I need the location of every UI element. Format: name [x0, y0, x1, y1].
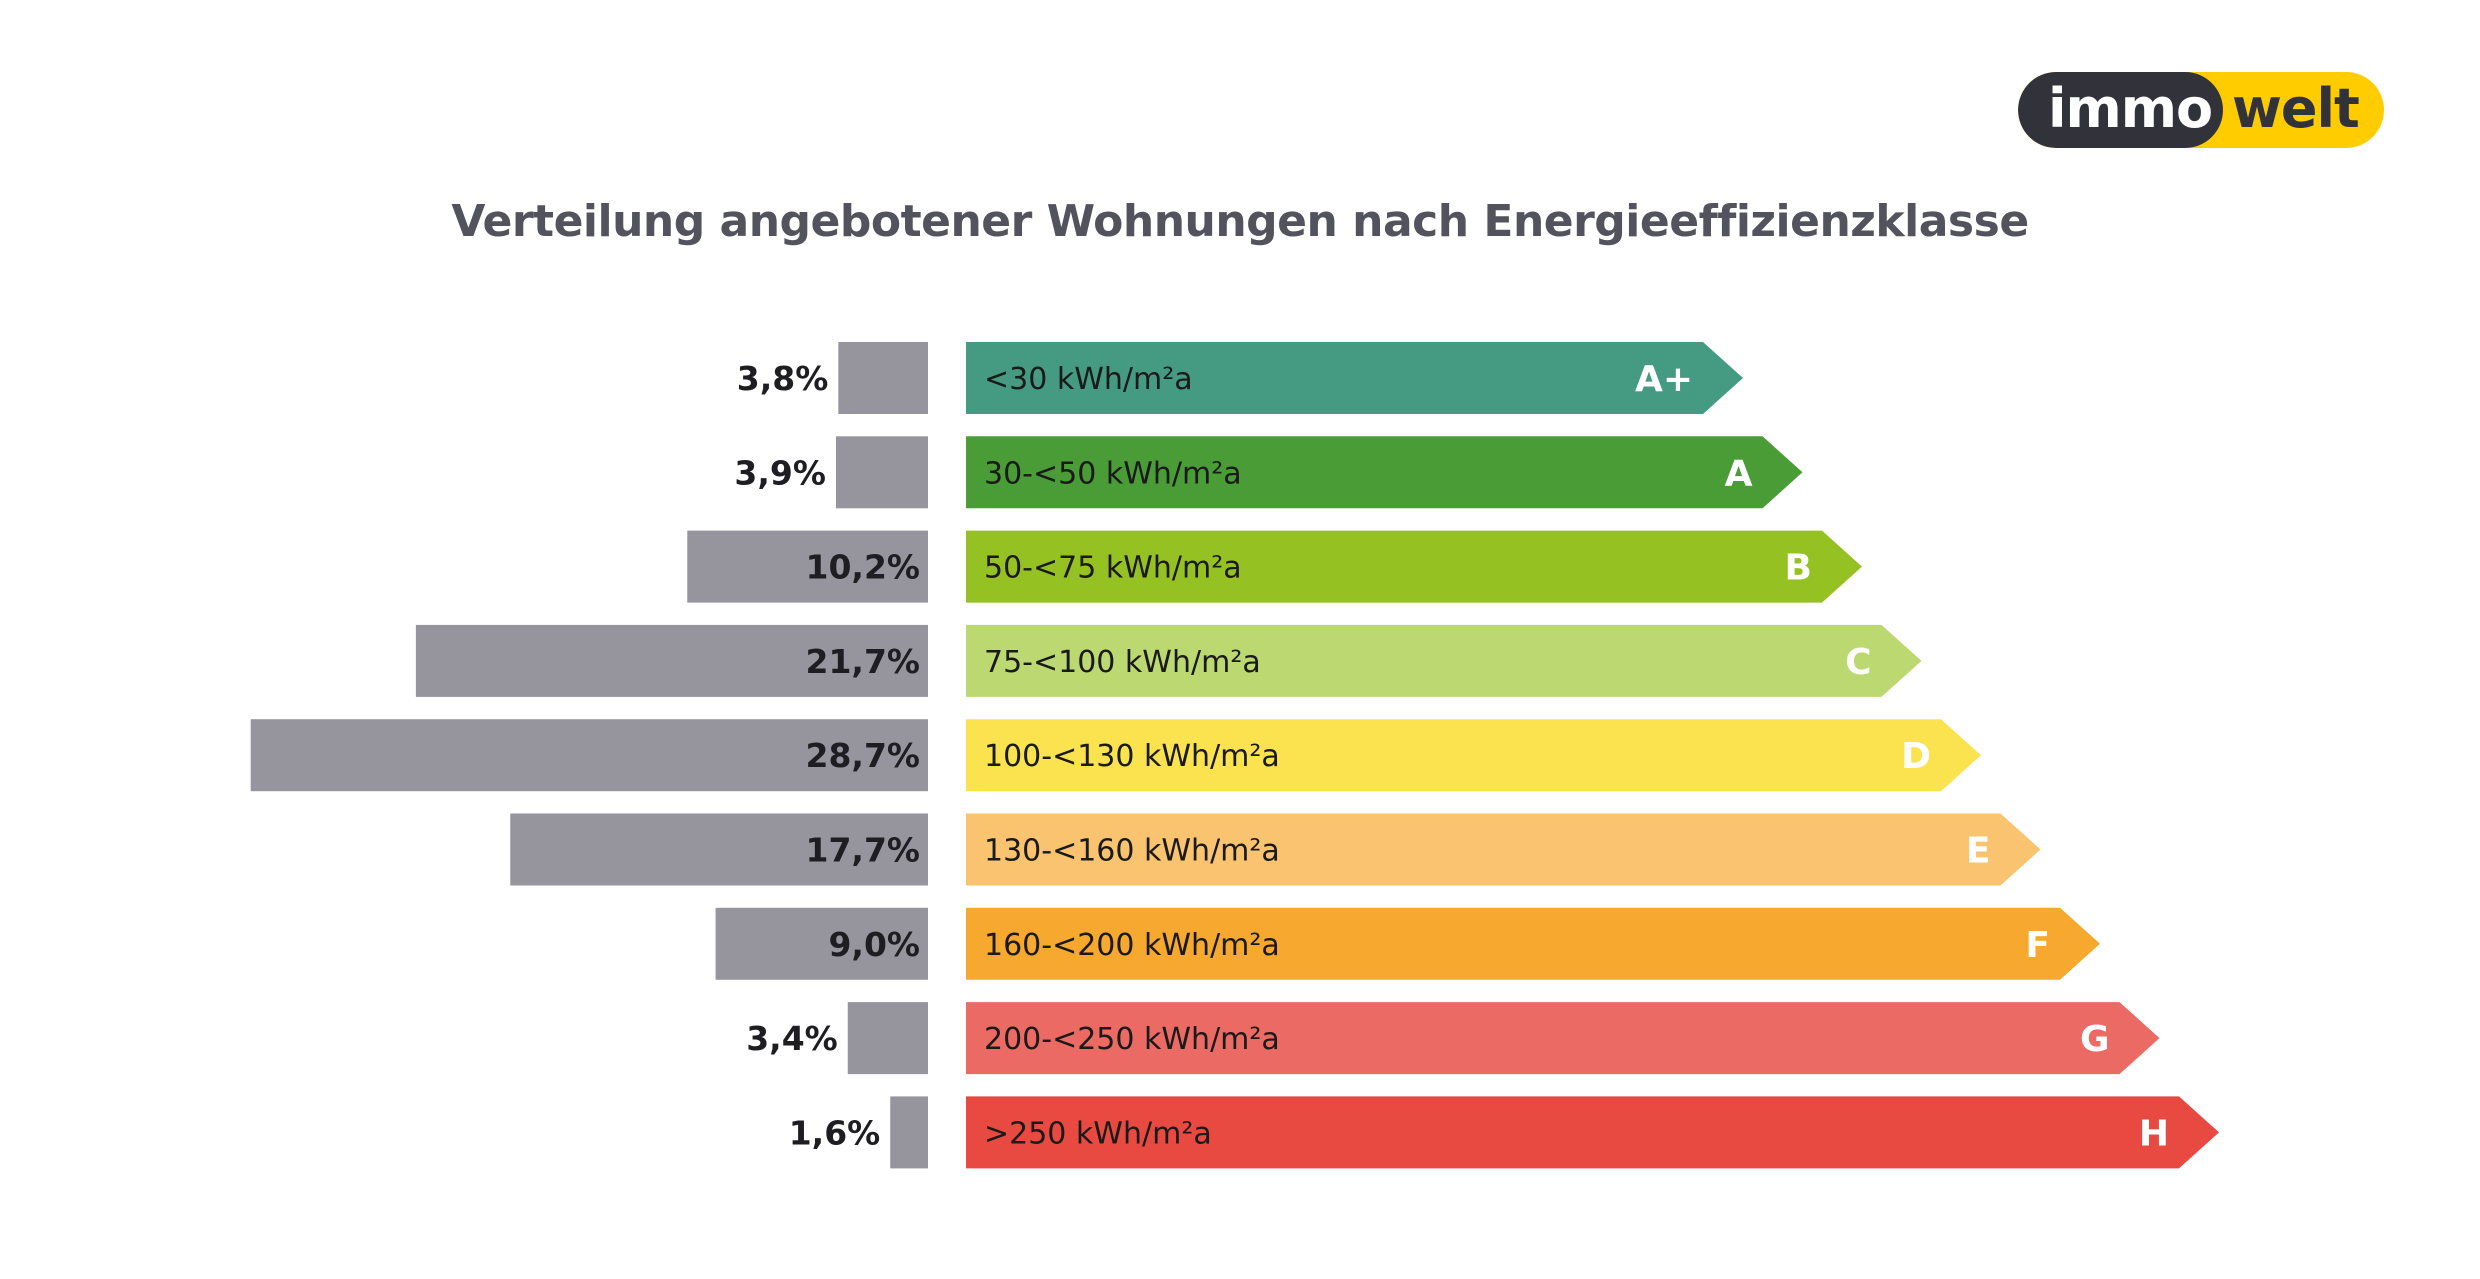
energy-class-arrow-H: [966, 1096, 2219, 1169]
range-label-A: 30-<50 kWh/m²a: [984, 456, 1242, 491]
value-label-C: 21,7%: [806, 642, 921, 681]
energy-class-arrow-E: [966, 813, 2041, 886]
class-label-A: A: [1725, 453, 1753, 494]
class-label-G: G: [2080, 1019, 2110, 1060]
class-label-F: F: [2025, 925, 2050, 966]
logo-dark-pill: [2018, 72, 2223, 148]
energy-class-arrow-G: [966, 1002, 2160, 1075]
class-label-E: E: [1966, 831, 1991, 872]
value-label-D: 28,7%: [806, 736, 921, 775]
range-label-B: 50-<75 kWh/m²a: [984, 551, 1242, 586]
range-label-E: 130-<160 kWh/m²a: [984, 834, 1280, 869]
share-bar-F: [715, 907, 928, 980]
range-label-F: 160-<200 kWh/m²a: [984, 928, 1280, 963]
class-label-A+: A+: [1635, 359, 1693, 400]
share-bar-H: [890, 1096, 928, 1169]
energy-class-arrow-B: [966, 530, 1862, 603]
share-bar-A+: [838, 342, 928, 414]
immowelt-logo: immo welt: [2018, 72, 2384, 148]
share-bar-G: [847, 1002, 928, 1075]
energy-class-arrow-A: [966, 436, 1803, 509]
energy-class-arrow-D: [966, 719, 1981, 792]
logo-text-welt: welt: [2232, 77, 2360, 140]
range-label-C: 75-<100 kWh/m²a: [984, 645, 1261, 680]
class-label-C: C: [1845, 642, 1871, 683]
logo-text-immo: immo: [2048, 77, 2213, 140]
chart-title: Verteilung angebotener Wohnungen nach En…: [451, 196, 2029, 247]
share-bar-C: [415, 624, 928, 697]
share-bar-E: [510, 813, 928, 886]
value-label-F: 9,0%: [828, 925, 920, 964]
range-label-H: >250 kWh/m²a: [984, 1116, 1212, 1151]
share-bar-A: [835, 436, 928, 509]
share-bar-D: [250, 719, 928, 792]
value-label-H: 1,6%: [789, 1113, 881, 1152]
range-label-A+: <30 kWh/m²a: [984, 362, 1193, 397]
value-label-A: 3,9%: [734, 453, 826, 492]
share-bar-B: [687, 530, 928, 603]
energy-class-arrow-F: [966, 907, 2100, 980]
value-label-A+: 3,8%: [737, 359, 829, 398]
energy-class-arrow-C: [966, 624, 1922, 697]
class-label-D: D: [1901, 736, 1931, 777]
class-label-H: H: [2139, 1113, 2169, 1154]
value-label-G: 3,4%: [746, 1019, 838, 1058]
value-label-E: 17,7%: [806, 831, 921, 870]
energy-class-arrow-A+: [966, 342, 1743, 414]
range-label-D: 100-<130 kWh/m²a: [984, 739, 1280, 774]
value-label-B: 10,2%: [806, 548, 921, 587]
class-label-B: B: [1785, 548, 1812, 589]
range-label-G: 200-<250 kWh/m²a: [984, 1022, 1280, 1057]
